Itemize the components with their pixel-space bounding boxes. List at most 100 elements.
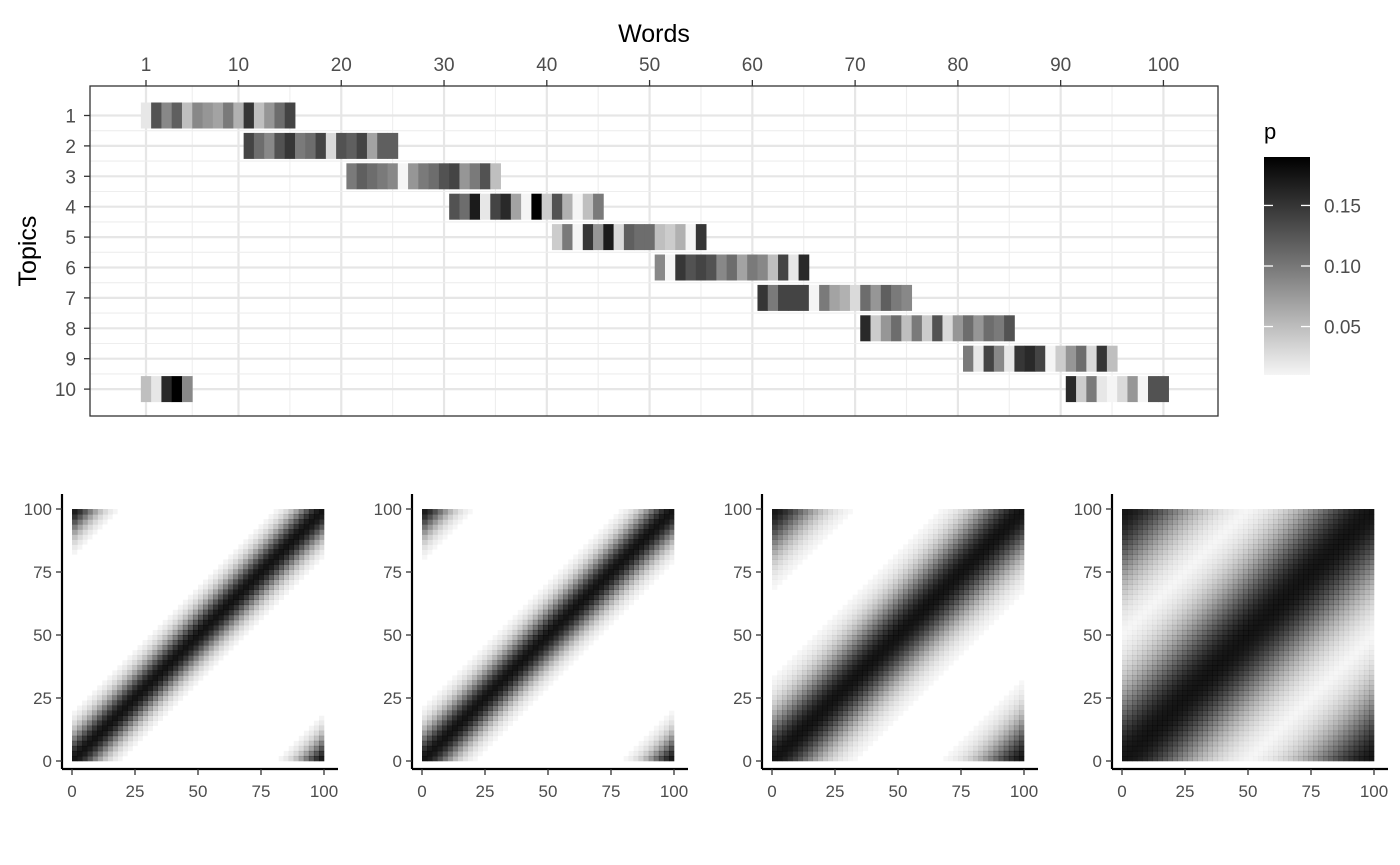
similarity-cell bbox=[653, 549, 660, 555]
similarity-cell bbox=[457, 685, 463, 691]
similarity-cell bbox=[512, 635, 519, 641]
similarity-cell bbox=[467, 695, 473, 701]
similarity-cell bbox=[598, 569, 604, 575]
similarity-cell bbox=[137, 705, 143, 711]
similarity-cell bbox=[938, 589, 944, 595]
similarity-cell bbox=[943, 629, 949, 636]
similarity-cell bbox=[998, 559, 1005, 565]
similarity-cell bbox=[1122, 675, 1128, 681]
similarity-cell bbox=[832, 720, 838, 727]
similarity-cell bbox=[532, 650, 539, 656]
similarity-cell bbox=[1137, 710, 1143, 716]
similarity-cell bbox=[853, 595, 858, 600]
similarity-cell bbox=[643, 745, 650, 752]
similarity-cell bbox=[268, 589, 274, 595]
similarity-cell bbox=[527, 675, 534, 681]
similarity-cell bbox=[619, 610, 624, 615]
similarity-cell bbox=[472, 725, 478, 732]
similarity-cell bbox=[1152, 725, 1158, 732]
similarity-cell bbox=[82, 735, 88, 742]
similarity-cell bbox=[658, 730, 665, 737]
similarity-cell bbox=[593, 614, 599, 621]
similarity-cell bbox=[852, 715, 858, 721]
similarity-cell bbox=[872, 589, 879, 595]
similarity-cell bbox=[1013, 519, 1020, 525]
similarity-cell bbox=[498, 731, 503, 736]
similarity-cell bbox=[1177, 720, 1183, 727]
similarity-cell bbox=[573, 579, 579, 585]
similarity-cell bbox=[832, 730, 838, 737]
similarity-cell bbox=[1013, 730, 1020, 737]
similarity-cell bbox=[563, 650, 569, 656]
similarity-cell bbox=[1142, 509, 1148, 515]
similarity-cell bbox=[623, 524, 629, 530]
similarity-cell bbox=[1207, 604, 1214, 611]
similarity-cell bbox=[1162, 710, 1168, 716]
heatmap-cell bbox=[521, 193, 532, 220]
similarity-cell bbox=[203, 660, 209, 666]
similarity-cell bbox=[1162, 579, 1168, 585]
similarity-cell bbox=[1222, 685, 1229, 691]
similarity-cell bbox=[948, 604, 954, 611]
similarity-cell bbox=[538, 590, 543, 595]
similarity-cell bbox=[1003, 730, 1010, 737]
similarity-cell bbox=[663, 529, 670, 535]
similarity-cell bbox=[268, 544, 274, 550]
similarity-cell bbox=[283, 544, 290, 550]
similarity-cell bbox=[1212, 670, 1219, 676]
similarity-cell bbox=[928, 584, 934, 590]
similarity-cell bbox=[122, 745, 128, 752]
similarity-cell bbox=[147, 710, 153, 716]
similarity-cell bbox=[1147, 715, 1153, 721]
similarity-cell bbox=[882, 710, 889, 716]
similarity-cell bbox=[913, 650, 919, 656]
similarity-cell bbox=[668, 514, 675, 520]
similarity-cell bbox=[497, 645, 503, 651]
similarity-cell bbox=[248, 559, 254, 565]
similarity-cell bbox=[938, 514, 944, 520]
similarity-cell bbox=[1122, 740, 1128, 747]
similarity-cell bbox=[978, 564, 984, 570]
similarity-cell bbox=[843, 514, 848, 519]
similarity-cell bbox=[152, 640, 158, 646]
similarity-cell bbox=[1192, 509, 1198, 515]
similarity-cell bbox=[1207, 740, 1214, 747]
similarity-cell bbox=[887, 629, 894, 636]
similarity-cell bbox=[192, 665, 199, 671]
similarity-cell bbox=[313, 509, 320, 515]
similarity-cell bbox=[913, 695, 918, 700]
similarity-cell bbox=[452, 750, 458, 757]
similarity-cell bbox=[988, 720, 995, 727]
similarity-cell bbox=[293, 514, 300, 520]
similarity-cell bbox=[187, 619, 194, 626]
similarity-cell bbox=[867, 730, 874, 737]
similarity-cell bbox=[112, 685, 118, 691]
similarity-cell bbox=[1167, 534, 1173, 540]
similarity-cell bbox=[467, 740, 473, 747]
similarity-cell bbox=[72, 740, 78, 747]
similarity-cell bbox=[308, 549, 315, 555]
similarity-cell bbox=[812, 675, 818, 681]
similarity-cell bbox=[943, 635, 949, 641]
similarity-cell bbox=[512, 685, 519, 691]
similarity-cell bbox=[938, 534, 944, 540]
similarity-cell bbox=[452, 725, 458, 732]
similarity-cell bbox=[1152, 574, 1158, 580]
similarity-cell bbox=[273, 549, 279, 555]
similarity-cell bbox=[172, 640, 179, 646]
similarity-cell bbox=[968, 574, 974, 580]
similarity-cell bbox=[1202, 635, 1208, 641]
similarity-cell bbox=[827, 680, 833, 686]
similarity-cell bbox=[1202, 564, 1208, 570]
heatmap-cell bbox=[469, 193, 481, 220]
similarity-cell bbox=[1157, 640, 1163, 646]
similarity-cell bbox=[913, 624, 919, 631]
similarity-cell bbox=[928, 559, 934, 565]
similarity-cell bbox=[507, 705, 514, 711]
similarity-cell bbox=[167, 629, 174, 636]
similarity-cell bbox=[988, 559, 995, 565]
similarity-cell bbox=[1182, 524, 1188, 530]
similarity-cell bbox=[298, 559, 305, 565]
similarity-cell bbox=[933, 584, 939, 590]
similarity-cell bbox=[1152, 524, 1158, 530]
